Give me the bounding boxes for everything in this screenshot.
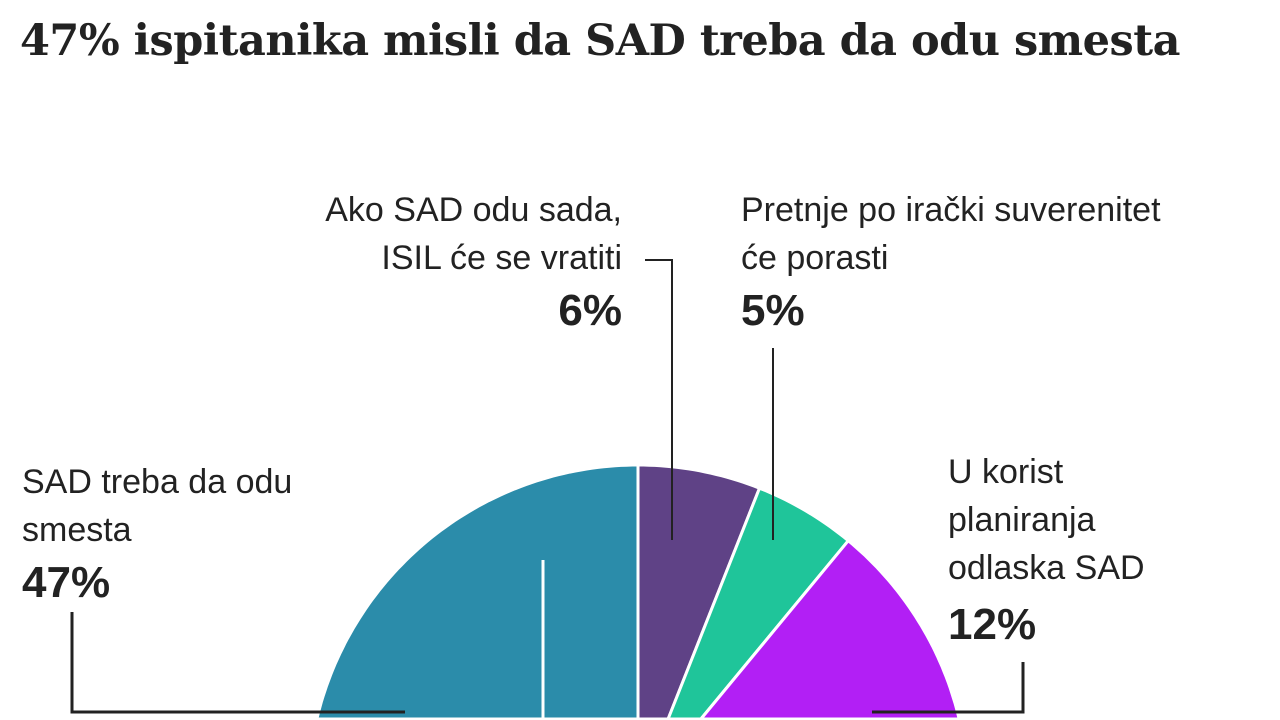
label-leave-now-line2: smesta bbox=[22, 511, 132, 549]
value-planned-exit: 12% bbox=[948, 600, 1037, 649]
value-sovereignty: 5% bbox=[741, 286, 805, 335]
label-planned-exit: U korist planiranja odlaska SAD 12% bbox=[948, 448, 1145, 654]
slice-planned-exit bbox=[699, 539, 961, 720]
label-leave-now: SAD treba da odu smesta 47% bbox=[22, 458, 292, 612]
value-isil: 6% bbox=[558, 286, 622, 335]
label-isil-line2: ISIL će se vratiti bbox=[381, 239, 622, 277]
leader-line-planned-exit bbox=[872, 662, 1025, 714]
chart-title: 47% ispitanika misli da SAD treba da odu… bbox=[20, 16, 1180, 66]
label-leave-now-line1: SAD treba da odu bbox=[22, 463, 293, 501]
label-sovereignty-line2: će porasti bbox=[741, 239, 889, 277]
label-planned-exit-line2: planiranja bbox=[948, 501, 1096, 539]
label-planned-exit-line3: odlaska SAD bbox=[948, 549, 1145, 587]
label-sovereignty-line1: Pretnje po irački suverenitet bbox=[741, 191, 1161, 229]
leader-line-leave-now bbox=[70, 612, 405, 714]
slice-leave-now bbox=[315, 463, 640, 720]
label-planned-exit-line1: U korist bbox=[948, 453, 1064, 491]
label-isil-line1: Ako SAD odu sada, bbox=[325, 191, 622, 229]
leader-line-isil bbox=[645, 259, 673, 540]
label-isil: Ako SAD odu sada, ISIL će se vratiti 6% bbox=[325, 186, 622, 340]
label-sovereignty: Pretnje po irački suverenitet će porasti… bbox=[741, 186, 1161, 340]
value-leave-now: 47% bbox=[22, 558, 111, 607]
slice-isil bbox=[636, 463, 761, 720]
